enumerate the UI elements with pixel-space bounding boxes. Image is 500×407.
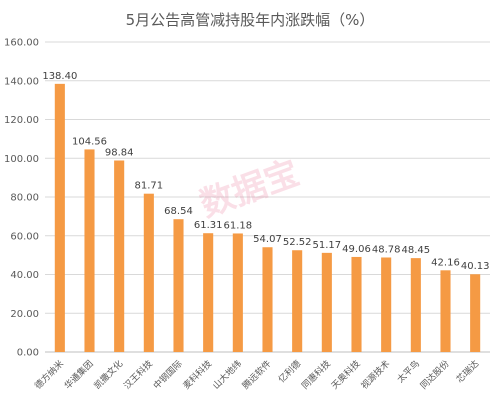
bar (143, 193, 154, 352)
x-category-label: 芯瑞达 (454, 358, 482, 386)
bar (54, 83, 65, 352)
bar-value-label: 51.17 (313, 240, 342, 251)
bar (321, 252, 332, 352)
bar-value-label: 52.52 (283, 237, 312, 248)
bar-value-label: 81.71 (135, 181, 164, 192)
x-category-label: 汉王科技 (121, 358, 155, 392)
bar (351, 256, 362, 352)
y-tick-label: 60.00 (10, 231, 39, 242)
bar-value-label: 42.16 (431, 257, 460, 268)
y-tick-label: 80.00 (10, 193, 39, 204)
y-tick-label: 40.00 (10, 270, 39, 281)
x-category-label: 同惠科技 (299, 358, 333, 392)
x-category-label: 中钢国际 (151, 358, 185, 392)
y-tick-label: 0.00 (17, 348, 39, 359)
bar-value-label: 104.56 (72, 136, 107, 147)
x-category-label: 亿利德 (276, 358, 304, 386)
bar-value-label: 61.18 (224, 220, 253, 231)
x-category-label: 华通集团 (62, 358, 96, 392)
bar-value-label: 68.54 (164, 206, 193, 217)
x-category-label: 山大地纬 (210, 358, 244, 392)
x-category-label: 太平鸟 (394, 358, 422, 386)
x-category-label: 德方纳米 (32, 358, 66, 392)
bar-value-label: 138.40 (42, 71, 77, 82)
bar (114, 160, 125, 352)
bar (470, 274, 481, 352)
bar (173, 219, 184, 352)
watermark-text: 数据宝 (195, 153, 305, 225)
x-category-label: 同达股份 (418, 358, 452, 392)
bar (262, 247, 273, 352)
bar-value-label: 48.45 (402, 245, 431, 256)
bars (54, 83, 481, 352)
y-axis-ticks: 0.00 20.00 40.00 60.00 80.00 100.00 120.00 140.… (4, 38, 39, 359)
x-category-label: 凯撒文化 (91, 358, 125, 392)
bar (232, 233, 243, 352)
x-category-label: 麦科科技 (180, 358, 214, 392)
x-category-label: 视源技术 (358, 358, 392, 392)
x-category-label: 天奥科技 (329, 358, 363, 392)
bar (292, 250, 303, 352)
bar (410, 258, 421, 352)
y-tick-label: 120.00 (4, 115, 39, 126)
bar (440, 270, 451, 352)
y-tick-label: 100.00 (4, 154, 39, 165)
bar-value-label: 61.31 (194, 220, 223, 231)
bar-value-label: 54.07 (253, 234, 282, 245)
y-tick-label: 140.00 (4, 76, 39, 87)
bar-value-label: 98.84 (105, 147, 134, 158)
bar (381, 257, 392, 352)
bar-value-label: 49.06 (342, 244, 371, 255)
bar (84, 149, 95, 352)
x-category-label: 腾远软件 (240, 358, 274, 392)
y-tick-label: 20.00 (10, 309, 39, 320)
bar (203, 233, 214, 352)
chart-title: 5月公告高管减持股年内涨跌幅（%） (126, 11, 375, 29)
bar-value-label: 48.78 (372, 244, 401, 255)
bar-value-label: 40.13 (461, 261, 490, 272)
y-tick-label: 160.00 (4, 38, 39, 49)
